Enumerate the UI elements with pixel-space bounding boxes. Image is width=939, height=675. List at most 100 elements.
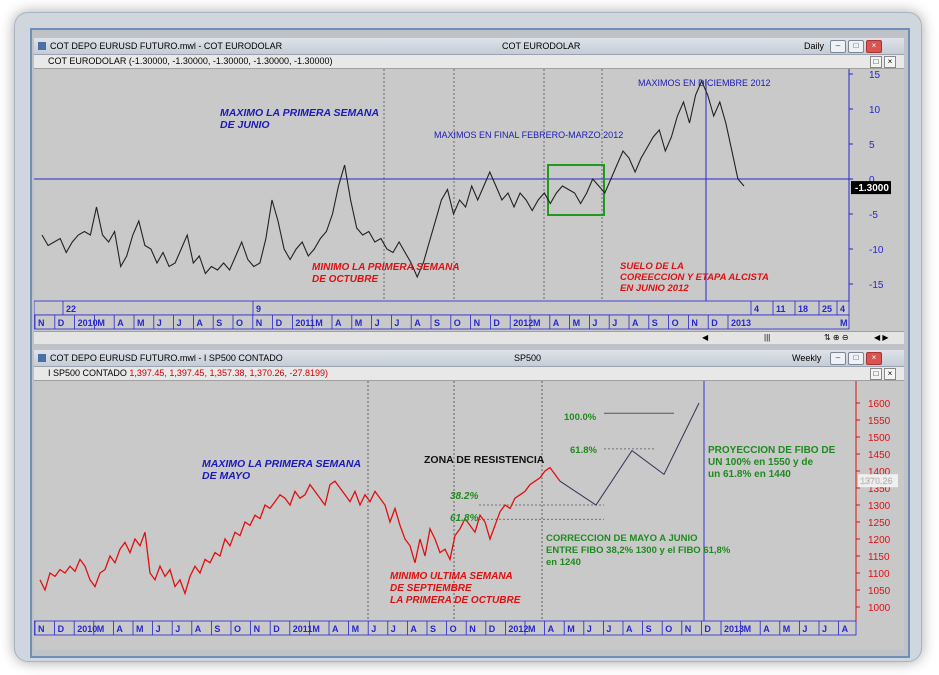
app-icon xyxy=(38,42,46,50)
maximize-button[interactable]: □ xyxy=(848,352,864,365)
x-month-label: J xyxy=(156,624,161,634)
scroll-left-icon[interactable]: ◀ xyxy=(702,333,709,342)
x-top-label: 25 xyxy=(822,304,832,314)
x-top-label: 18 xyxy=(798,304,808,314)
x-month-label: J xyxy=(822,624,827,634)
x-month-label: M xyxy=(355,318,363,328)
x-month-label: J xyxy=(371,624,376,634)
x-month-label: M xyxy=(533,318,541,328)
close-button[interactable]: × xyxy=(866,40,882,53)
y-tick-label: 0 xyxy=(869,175,875,186)
bottom-indicator-label: I SP500 CONTADO 1,397.45, 1,397.45, 1,35… xyxy=(48,368,328,378)
x-month-label: S xyxy=(434,318,440,328)
x-month-label: N xyxy=(691,318,698,328)
x-month-label: O xyxy=(665,624,672,634)
x-month-label: O xyxy=(450,624,457,634)
x-month-label: M xyxy=(315,318,323,328)
annotation-minimo-sept: LA PRIMERA DE OCTUBRE xyxy=(390,595,521,606)
bottom-indicator-name: I SP500 CONTADO xyxy=(48,368,127,378)
x-month-label: M xyxy=(573,318,581,328)
x-top-label: 11 xyxy=(776,304,786,314)
x-month-label: D xyxy=(493,318,500,328)
x-month-label: M xyxy=(97,624,105,634)
x-month-label: O xyxy=(234,624,241,634)
annotation-proyeccion: UN 100% en 1550 y de xyxy=(708,457,813,468)
bottom-chart: 1600 1550 1500 1450 1400 1350 1300 1250 1200 1150… xyxy=(34,381,898,636)
annotation-fib-382b: 38.2% xyxy=(450,491,478,502)
y-tick-label: 1350 xyxy=(868,484,891,495)
x-month-label: N xyxy=(38,624,45,634)
bottom-title-bar: COT DEPO EURUSD FUTURO.mwl - I SP500 CON… xyxy=(34,350,904,367)
x-month-label: J xyxy=(375,318,380,328)
minimize-button[interactable]: – xyxy=(830,40,846,53)
y-tick-label: 1400 xyxy=(868,467,891,478)
highlight-box xyxy=(547,164,605,216)
x-axis-top-band xyxy=(34,300,850,316)
indicator-maximize-button[interactable]: □ xyxy=(870,368,882,380)
scroll-right-icon[interactable]: ◀ ▶ xyxy=(874,333,889,342)
x-month-label: N xyxy=(685,624,692,634)
y-tick-label: -10 xyxy=(869,245,884,256)
x-month-label: D xyxy=(58,624,65,634)
x-month-label: 2013 xyxy=(724,624,744,634)
x-month-label: A xyxy=(414,318,421,328)
y-tick-label: 1150 xyxy=(868,552,890,563)
app-icon xyxy=(38,354,46,362)
zoom-icon[interactable]: ⇅ ⊕ ⊖ xyxy=(824,333,849,342)
y-tick-label: 15 xyxy=(869,70,881,81)
top-period: Daily xyxy=(804,41,825,51)
x-month-label: D xyxy=(58,318,65,328)
bottom-window-title: COT DEPO EURUSD FUTURO.mwl - I SP500 CON… xyxy=(50,353,283,363)
y-tick-label: 1250 xyxy=(868,518,891,529)
y-tick-label: 1550 xyxy=(868,416,891,427)
x-month-label: 2010 xyxy=(78,318,98,328)
top-title-bar: COT DEPO EURUSD FUTURO.mwl - COT EURODOL… xyxy=(34,38,904,55)
close-button[interactable]: × xyxy=(866,352,882,365)
annotation-correccion: ENTRE FIBO 38,2% 1300 y el FIBO 61,8% xyxy=(546,545,731,556)
x-month-label: D xyxy=(704,624,711,634)
x-month-label: N xyxy=(469,624,476,634)
annotation-zona-resistencia: ZONA DE RESISTENCIA xyxy=(424,454,545,466)
annotation-suelo: COREECCION Y ETAPA ALCISTA xyxy=(620,272,769,283)
bottom-center-title: SP500 xyxy=(514,353,542,363)
x-top-label: 4 xyxy=(754,304,759,314)
y-tick-label: 1500 xyxy=(868,433,891,444)
annotation-fib-618: 61.8% xyxy=(570,445,597,456)
minimize-button[interactable]: – xyxy=(830,352,846,365)
indicator-close-button[interactable]: × xyxy=(884,56,896,68)
scroll-thumb[interactable]: ||| xyxy=(764,333,771,342)
y-tick-label: 1600 xyxy=(868,399,891,410)
x-month-label: 2011 xyxy=(293,624,313,634)
price-tag-bg xyxy=(851,181,891,195)
x-month-label: 2012 xyxy=(508,624,528,634)
maximize-button[interactable]: □ xyxy=(848,40,864,53)
indicator-maximize-button[interactable]: □ xyxy=(870,56,882,68)
top-scroll-toolbar[interactable]: ◀ ||| ⇅ ⊕ ⊖ ◀ ▶ xyxy=(34,331,904,344)
x-month-label: D xyxy=(276,318,283,328)
x-month-label: N xyxy=(38,318,45,328)
x-month-label: J xyxy=(612,318,617,328)
x-month-label: J xyxy=(394,318,399,328)
indicator-close-button[interactable]: × xyxy=(884,368,896,380)
x-month-label: A xyxy=(117,318,124,328)
x-month-label: M xyxy=(567,624,575,634)
annotation-maximos-final: MAXIMOS EN FINAL FEBRERO-MARZO 2012 xyxy=(434,130,623,140)
y-tick-label: 1300 xyxy=(868,501,891,512)
top-chart: 15 10 5 0 -5 -10 -15 -1.3000 MAXIMO LA PRIMERA S… xyxy=(34,69,891,330)
x-month-label: S xyxy=(214,624,220,634)
sp500-line-series xyxy=(39,466,561,596)
x-month-label: A xyxy=(335,318,342,328)
y-tick-label: -15 xyxy=(869,280,884,291)
cot-line-series xyxy=(41,79,745,279)
x-axis-month-band xyxy=(34,620,857,636)
y-tick-label: 1200 xyxy=(868,535,891,546)
annotation-fib-618b: 61.8% xyxy=(450,513,478,524)
price-tag: 1370.26 xyxy=(860,476,893,486)
annotation-correccion: en 1240 xyxy=(546,557,581,568)
x-top-label: 4 xyxy=(840,304,845,314)
annotation-suelo: EN JUNIO 2012 xyxy=(620,283,689,294)
bottom-indicator-bar: I SP500 CONTADO 1,397.45, 1,397.45, 1,35… xyxy=(34,367,904,381)
x-month-label: M xyxy=(528,624,536,634)
x-month-label: A xyxy=(632,318,639,328)
bottom-indicator-values: 1,397.45, 1,397.45, 1,357.38, 1,370.26, … xyxy=(129,368,329,378)
